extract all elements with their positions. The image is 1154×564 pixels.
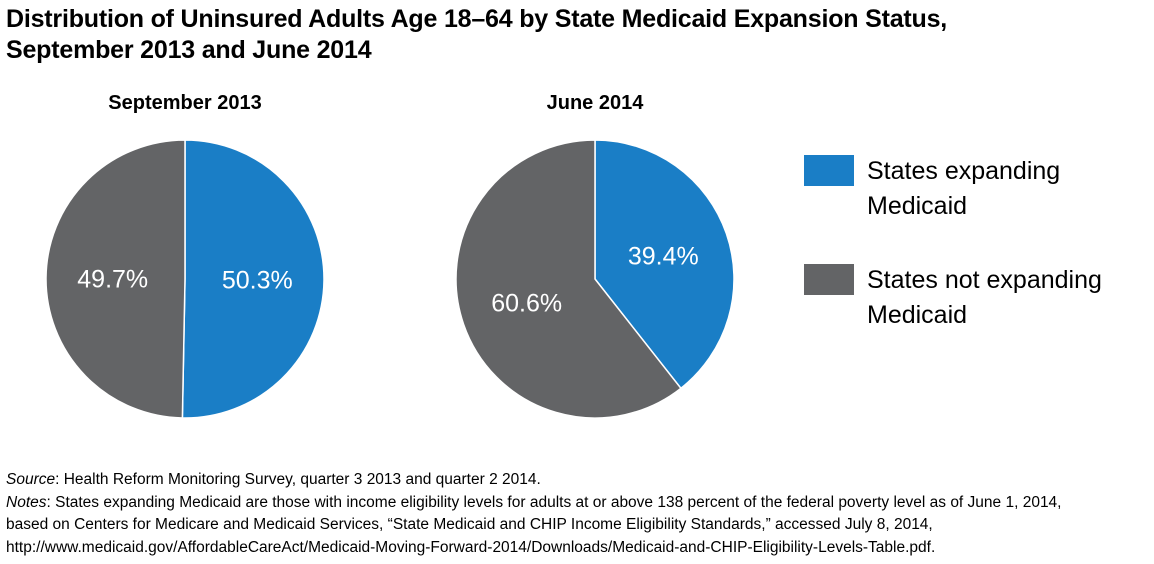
- notes-url: http://www.medicaid.gov/AffordableCareAc…: [6, 538, 936, 556]
- pie-2-title: June 2014: [546, 92, 644, 114]
- legend-item-not-expanding: States not expanding Medicaid: [804, 263, 1147, 333]
- pie-2-label-1: 39.4%: [628, 242, 699, 270]
- chart-title-line-1: Distribution of Uninsured Adults Age 18–…: [6, 5, 948, 33]
- notes-line-2: based on Centers for Medicare and Medica…: [6, 516, 933, 533]
- legend-item-expanding: States expanding Medicaid: [804, 154, 1147, 224]
- pie-1-label-1: 50.3%: [222, 267, 293, 295]
- pie-1-title: September 2013: [108, 92, 262, 114]
- chart-title: Distribution of Uninsured Adults Age 18–…: [6, 4, 1146, 66]
- footnotes: Source: Health Reform Monitoring Survey,…: [6, 469, 1152, 559]
- legend-label-not-expanding: States not expanding Medicaid: [867, 266, 1102, 329]
- source-note: Source: Health Reform Monitoring Survey,…: [6, 471, 541, 488]
- legend-swatch-expanding: [804, 155, 854, 186]
- pie-1-slice-1: [181, 139, 325, 419]
- legend-label-expanding: States expanding Medicaid: [867, 157, 1061, 220]
- pie-2-slice-1: [594, 139, 735, 390]
- notes-note: Notes: States expanding Medicaid are tho…: [6, 493, 1062, 511]
- legend-swatch-not-expanding: [804, 264, 854, 295]
- chart-title-line-2: September 2013 and June 2014: [6, 36, 372, 64]
- pie-1-slice-2: [45, 139, 186, 419]
- pie-2-label-2: 60.6%: [491, 290, 562, 318]
- pie-1-label-2: 49.7%: [77, 265, 148, 293]
- pie-2-slice-2: [455, 139, 682, 419]
